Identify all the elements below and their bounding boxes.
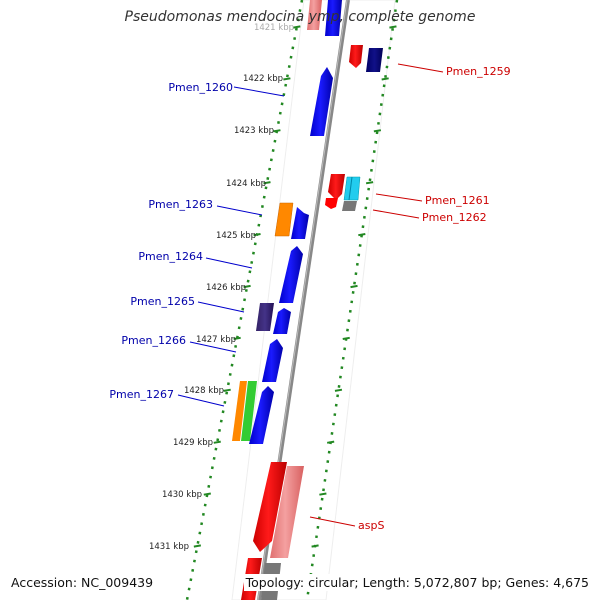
outer-tick-mark	[193, 544, 202, 548]
inner-tick-mark	[327, 440, 335, 444]
gene-label-pmen-1265: Pmen_1265	[130, 295, 195, 308]
outer-tick-mark	[203, 492, 211, 496]
inner-tick-mark	[358, 233, 366, 237]
inner-tick-mark	[373, 129, 382, 133]
label-leader-lines	[177, 63, 444, 527]
cds-pmen-1265	[273, 308, 291, 334]
inner-guide-line	[305, 0, 399, 600]
outer-tick-mark	[253, 233, 261, 237]
inner-tick-mark	[381, 77, 389, 81]
inner-tick-mark	[350, 284, 358, 289]
cds-pmen-1260	[310, 67, 333, 136]
gene-label-pmen-1266: Pmen_1266	[121, 334, 186, 347]
tick-labels: 1421 kbp 1422 kbp 1423 kbp 1424 kbp 1425…	[149, 23, 294, 552]
cds-pmen-1266	[262, 339, 283, 382]
cds-pmen-1262	[342, 201, 357, 211]
gene-label-pmen-1261: Pmen_1261	[425, 194, 490, 207]
inner-tick-mark	[365, 181, 374, 185]
forward-strand-features	[232, 0, 342, 444]
cds-pmen-1264	[279, 246, 303, 303]
cds-pmen-1261-small	[325, 198, 338, 209]
gene-label-pmen-1260: Pmen_1260	[168, 81, 233, 94]
cds-asps	[253, 462, 287, 552]
gene-labels: Pmen_1260 Pmen_1263 Pmen_1264 Pmen_1265 …	[109, 65, 510, 532]
outer-tick-mark	[263, 181, 271, 185]
gene-label-asps: aspS	[358, 519, 384, 532]
inner-tick-mark	[319, 492, 327, 496]
cds-pmen-1261-cog-cyan	[343, 176, 361, 201]
cds-pmen-1258	[325, 0, 342, 36]
tick-label: 1428 kbp	[184, 386, 224, 396]
cds-pmen-1267	[249, 386, 274, 444]
tick-label: 1421 kbp	[254, 23, 294, 33]
outer-tick-mark	[243, 284, 251, 289]
outer-tick-mark	[223, 388, 231, 392]
tick-label: 1424 kbp	[226, 179, 266, 189]
cds-pmen-1265-cog	[256, 303, 274, 331]
topology-summary: Topology: circular; Length: 5,072,807 bp…	[243, 574, 591, 591]
outer-tick-mark	[283, 77, 291, 81]
inner-tick-mark	[389, 25, 397, 29]
tick-label: 1422 kbp	[243, 74, 283, 84]
gene-label-pmen-1259: Pmen_1259	[446, 65, 511, 78]
outer-tick-mark	[273, 129, 281, 133]
tick-label: 1429 kbp	[173, 438, 213, 448]
tick-label: 1431 kbp	[149, 542, 189, 552]
gene-label-pmen-1263: Pmen_1263	[148, 198, 213, 211]
tick-label: 1425 kbp	[216, 231, 256, 241]
tick-label: 1426 kbp	[206, 283, 246, 293]
accession-label: Accession: NC_009439	[9, 574, 156, 591]
cds-pmen-1258-pink	[307, 0, 322, 30]
gene-label-pmen-1267: Pmen_1267	[109, 388, 174, 401]
tick-label: 1423 kbp	[234, 126, 274, 136]
outer-guide-line	[185, 0, 304, 600]
track-band	[231, 0, 396, 600]
cds-pmen-1259	[349, 45, 363, 68]
inner-tick-mark	[342, 336, 350, 340]
map-title: Pseudomonas mendocina ymp, complete geno…	[124, 9, 476, 25]
tick-marks	[193, 25, 397, 548]
outer-tick-mark	[293, 25, 301, 29]
outer-tick-mark	[213, 440, 221, 444]
inner-tick-mark	[311, 544, 319, 548]
gene-label-pmen-1262: Pmen_1262	[422, 211, 487, 224]
cds-pmen-1259-cog	[366, 48, 383, 72]
cds-pmen-1263	[291, 207, 309, 239]
cds-pmen-1267-cog-green	[241, 381, 257, 441]
cds-pmen-1267-cog-orange	[232, 381, 247, 441]
tick-label: 1430 kbp	[162, 490, 202, 500]
cds-pmen-1261	[328, 174, 345, 200]
outer-tick-mark	[233, 336, 241, 340]
cds-pmen-1263-cog	[274, 202, 294, 237]
inner-tick-mark	[334, 388, 343, 392]
cds-asps-cog	[270, 466, 304, 558]
tick-label: 1427 kbp	[196, 335, 236, 345]
gene-label-pmen-1264: Pmen_1264	[138, 250, 203, 263]
